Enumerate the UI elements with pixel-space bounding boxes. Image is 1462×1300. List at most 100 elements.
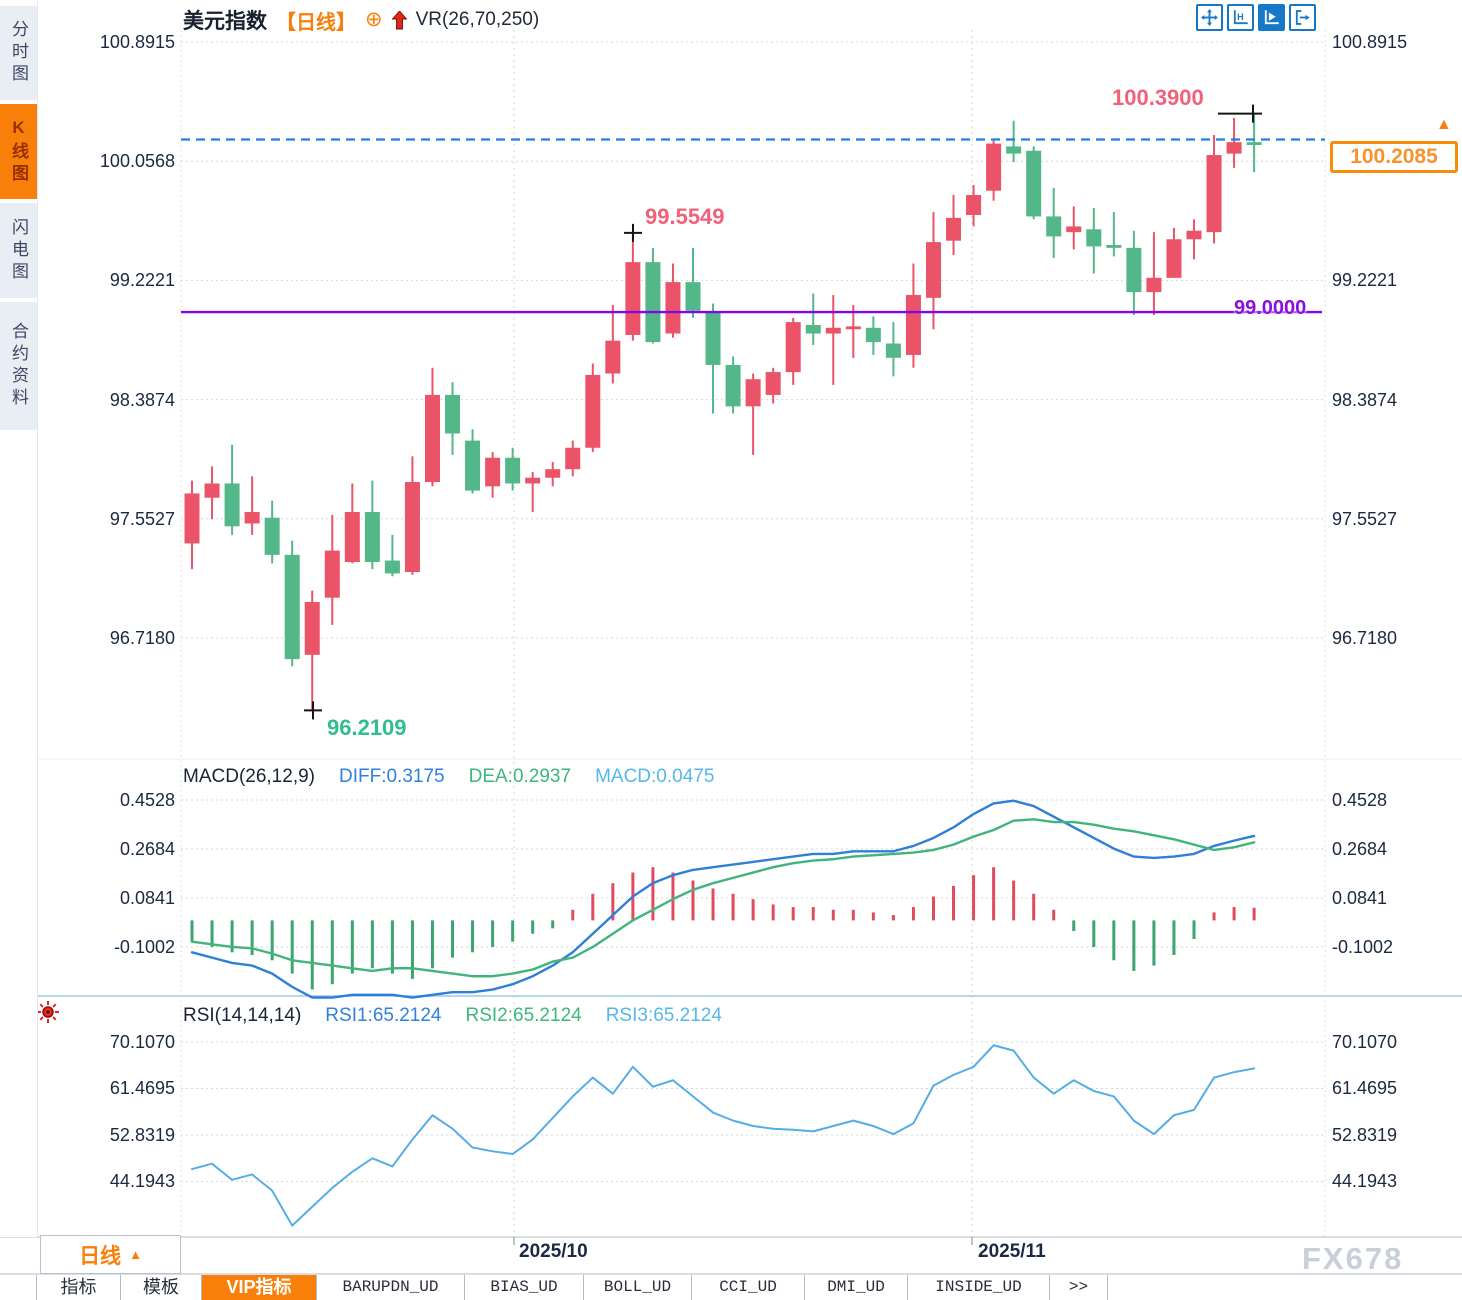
bottom-tab-3[interactable]: VIP指标 (202, 1275, 317, 1300)
bottom-tab-8[interactable]: DMI_UD (805, 1275, 908, 1300)
sidebar-item-label: 分时图 (9, 20, 28, 86)
candle-body (1126, 247, 1142, 293)
candle-body (946, 217, 962, 241)
macd-diff-line (190, 799, 1256, 999)
bottom-tab-1[interactable]: 指标 (36, 1275, 121, 1300)
candle-body (445, 394, 461, 434)
axis-play-button[interactable] (1258, 4, 1285, 31)
macd-axis-label: -0.1002 (113, 937, 175, 958)
price-axis-label: 100.0568 (99, 151, 175, 172)
last-price-tag: 100.2085 (1330, 140, 1458, 173)
sidebar-item-label: 合约资料 (9, 322, 28, 410)
chart-toolbar: H (1196, 4, 1316, 31)
rsi-name: RSI(14,14,14) (183, 1005, 302, 1026)
sidebar-item-candle-chart[interactable]: K线图 (0, 104, 37, 201)
level-line-label: 99.0000 (1234, 297, 1307, 319)
period-badge: 【日线】 (276, 11, 356, 34)
candle-body (585, 374, 601, 448)
candle-body (485, 457, 501, 487)
price-axis-label: 98.3874 (109, 389, 175, 410)
candle-body (1246, 142, 1262, 146)
bottom-tab-9[interactable]: INSIDE_UD (908, 1275, 1050, 1300)
candle-body (905, 294, 921, 355)
axis-scale-icon: H (1233, 10, 1248, 25)
bottom-tab-2[interactable]: 模板 (121, 1275, 202, 1300)
rsi2-value: RSI2:65.2124 (465, 1005, 582, 1026)
candle-body (845, 326, 861, 330)
candle-body (505, 457, 521, 484)
candle-body (304, 601, 320, 655)
rsi-axis-label: 61.4695 (1332, 1078, 1398, 1099)
candle-body (384, 560, 400, 574)
candle-body (424, 394, 440, 483)
candle-body (1106, 244, 1122, 248)
up-arrow-icon (391, 10, 407, 29)
pan-tool-button[interactable] (1196, 4, 1223, 31)
sidebar-item-label: K线图 (9, 117, 28, 186)
chart-title-bar: 美元指数 【日线】 ⊕ VR(26,70,250) (183, 6, 539, 34)
candle-body (404, 482, 420, 573)
sidebar-item-contract-info[interactable]: 合约资料 (0, 302, 37, 432)
macd-dea-line (190, 818, 1256, 978)
macd-axis-label: 0.2684 (119, 839, 175, 860)
macd-diff-value: DIFF:0.3175 (339, 766, 445, 787)
candle-body (805, 324, 821, 334)
period-selector[interactable]: 日线 ▲ (40, 1235, 181, 1274)
detach-window-button[interactable] (1289, 4, 1316, 31)
macd-macd-value: MACD:0.0475 (595, 766, 715, 787)
candle-body (244, 512, 260, 524)
candle-body (1226, 142, 1242, 154)
bottom-tab-4[interactable]: BARUPDN_UD (317, 1275, 465, 1300)
candle-body (184, 493, 200, 544)
x-axis-label-nov: 2025/11 (978, 1241, 1046, 1262)
candle-body (665, 282, 681, 334)
price-axis-label: 100.8915 (99, 32, 175, 52)
candle-body (525, 477, 541, 484)
rsi-axis-label: 61.4695 (109, 1078, 175, 1099)
symbol-name: 美元指数 (183, 10, 267, 33)
high-price-label: 100.3900 (1112, 85, 1204, 110)
rsi-axis-label: 44.1943 (1332, 1171, 1398, 1192)
period-selector-label: 日线 (79, 1244, 122, 1268)
macd-axis-label: 0.2684 (1332, 839, 1388, 860)
macd-axis-label: 0.4528 (119, 790, 175, 810)
candle-body (1066, 226, 1082, 233)
macd-header: MACD(26,12,9) DIFF:0.3175 DEA:0.2937 MAC… (183, 766, 714, 788)
rsi-axis-label: 70.1070 (109, 1032, 175, 1052)
price-axis-label: 99.2221 (109, 270, 175, 291)
price-up-triangle-icon: ▲ (1436, 116, 1452, 133)
candle-body (565, 447, 581, 470)
low-price-label: 96.2109 (327, 715, 407, 740)
sidebar-item-flash-chart[interactable]: 闪电图 (0, 203, 37, 300)
candle-body (1026, 150, 1042, 217)
candle-body (785, 322, 801, 373)
indicator-tab-bar: 指标 模板 VIP指标 BARUPDN_UD BIAS_UD BOLL_UD CCI_UD D… (0, 1275, 1462, 1300)
axis-scale-button[interactable]: H (1227, 4, 1254, 31)
macd-dea-value: DEA:0.2937 (468, 766, 572, 787)
period-selector-arrow-icon: ▲ (129, 1247, 142, 1262)
candle-body (765, 372, 781, 395)
candle-body (745, 379, 761, 407)
candle-body (264, 517, 280, 555)
sidebar-item-time-chart[interactable]: 分时图 (0, 6, 37, 102)
bottom-tab-5[interactable]: BIAS_UD (465, 1275, 584, 1300)
candle-body (966, 195, 982, 216)
candle-body (705, 312, 721, 365)
macd-axis-label: 0.0841 (1332, 888, 1388, 909)
left-sidebar: 分时图 K线图 闪电图 合约资料 (0, 0, 38, 1237)
candle-body (986, 143, 1002, 191)
candle-body (204, 483, 220, 498)
rsi-axis-label: 52.8319 (1332, 1124, 1398, 1145)
candle-body (1166, 239, 1182, 278)
bottom-tab-7[interactable]: CCI_UD (692, 1275, 805, 1300)
svg-text:H: H (1237, 12, 1244, 22)
macd-axis-label: -0.1002 (1332, 937, 1394, 958)
rsi1-value: RSI1:65.2124 (325, 1005, 442, 1026)
bottom-tab-6[interactable]: BOLL_UD (584, 1275, 692, 1300)
rsi-header: RSI(14,14,14) RSI1:65.2124 RSI2:65.2124 … (183, 1005, 722, 1027)
candle-body (865, 327, 881, 343)
bottom-tab-10[interactable]: >> (1050, 1275, 1108, 1300)
add-indicator-icon[interactable]: ⊕ (365, 8, 383, 31)
